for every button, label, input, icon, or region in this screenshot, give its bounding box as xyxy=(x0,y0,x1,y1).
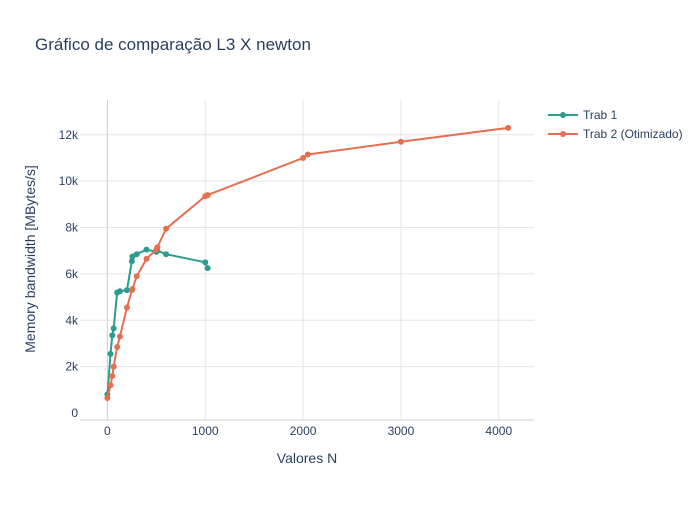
y-tick-label: 0 xyxy=(71,406,78,420)
data-point[interactable] xyxy=(107,382,114,389)
data-point[interactable] xyxy=(107,350,114,357)
y-tick-label: 4k xyxy=(65,313,79,327)
data-point[interactable] xyxy=(143,246,150,253)
data-point[interactable] xyxy=(128,258,135,265)
data-point[interactable] xyxy=(154,244,161,251)
x-tick-label: 2000 xyxy=(290,424,317,438)
data-point[interactable] xyxy=(204,265,211,272)
x-tick-label: 1000 xyxy=(192,424,219,438)
data-point[interactable] xyxy=(143,255,150,262)
data-point[interactable] xyxy=(104,394,111,401)
y-tick-label: 6k xyxy=(65,267,79,281)
y-axis-title: Memory bandwidth [MBytes/s] xyxy=(22,165,38,353)
data-point[interactable] xyxy=(202,259,209,266)
data-point[interactable] xyxy=(123,304,130,311)
grid-layer xyxy=(80,100,534,420)
data-point[interactable] xyxy=(133,273,140,280)
chart-title: Gráfico de comparação L3 X newton xyxy=(35,35,311,54)
data-point[interactable] xyxy=(109,332,116,339)
data-point[interactable] xyxy=(114,343,121,350)
y-tick-label: 8k xyxy=(65,221,79,235)
data-point[interactable] xyxy=(116,288,123,295)
data-point[interactable] xyxy=(123,287,130,294)
series-layer xyxy=(104,124,512,401)
legend-label: Trab 2 (Otimizado) xyxy=(583,127,683,141)
data-point[interactable] xyxy=(110,363,117,370)
series-1 xyxy=(104,246,211,398)
data-point[interactable] xyxy=(163,225,170,232)
data-point[interactable] xyxy=(163,251,170,258)
data-point[interactable] xyxy=(109,372,116,379)
x-tick-label: 4000 xyxy=(485,424,512,438)
data-point[interactable] xyxy=(204,192,211,199)
data-point[interactable] xyxy=(304,151,311,158)
series-2 xyxy=(104,124,512,401)
x-axis-title: Valores N xyxy=(277,450,337,466)
axis-layer: 0 2k 4k 6k 8k 10k 12k 0 1000 2000 3000 4000 xyxy=(59,100,534,438)
data-point[interactable] xyxy=(129,285,136,292)
data-point[interactable] xyxy=(110,325,117,332)
x-tick-label: 3000 xyxy=(388,424,415,438)
legend-marker xyxy=(560,112,566,118)
data-point[interactable] xyxy=(397,138,404,145)
data-point[interactable] xyxy=(133,251,140,258)
legend-label: Trab 1 xyxy=(583,108,618,122)
legend-marker xyxy=(560,131,566,137)
legend[interactable]: Trab 1 Trab 2 (Otimizado) xyxy=(548,108,683,141)
data-point[interactable] xyxy=(505,124,512,131)
y-tick-label: 12k xyxy=(59,128,79,142)
data-point[interactable] xyxy=(116,333,123,340)
data-point[interactable] xyxy=(300,154,307,161)
y-tick-label: 2k xyxy=(65,360,79,374)
legend-item[interactable]: Trab 1 xyxy=(548,108,618,122)
x-tick-label: 0 xyxy=(104,424,111,438)
y-tick-label: 10k xyxy=(59,174,79,188)
series-line xyxy=(106,126,509,399)
legend-item[interactable]: Trab 2 (Otimizado) xyxy=(548,127,683,141)
